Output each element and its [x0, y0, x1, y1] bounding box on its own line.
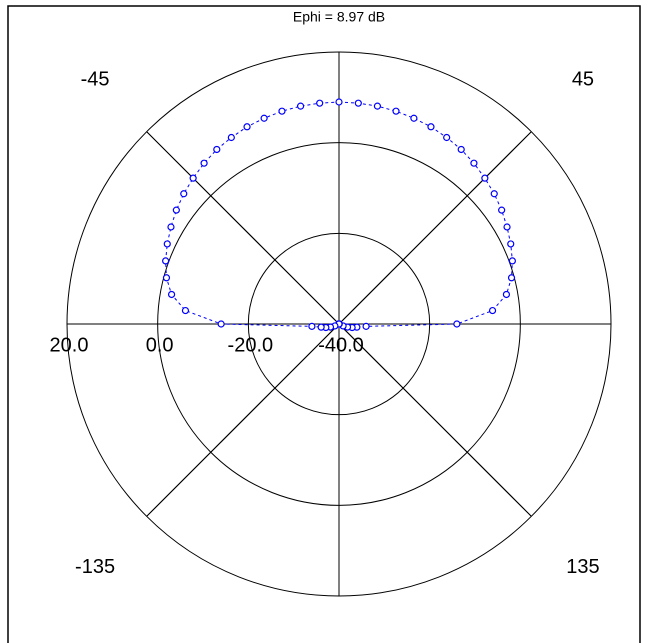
data-point [200, 159, 208, 167]
theta-tick-label: 45 [572, 68, 594, 90]
r-tick-label: 20.0 [50, 334, 89, 356]
data-point [503, 223, 511, 231]
grid-ring [157, 142, 521, 506]
data-point [162, 274, 171, 282]
grid-ring [66, 51, 612, 597]
data-point [167, 223, 175, 231]
r-tick-label: -40.0 [318, 334, 364, 356]
data-point [163, 240, 171, 248]
data-point [316, 99, 324, 107]
data-point [162, 257, 170, 265]
data-point [373, 102, 382, 110]
data-point [213, 145, 221, 154]
data-point [362, 322, 370, 330]
data-point [243, 123, 251, 131]
theta-tick-label: -135 [75, 556, 115, 578]
data-point [167, 290, 176, 299]
theta-tick-label: -45 [81, 68, 110, 90]
data-point [453, 320, 461, 328]
data-point [189, 174, 197, 182]
data-point [443, 133, 451, 142]
data-point [498, 206, 506, 214]
data-point [180, 190, 188, 198]
data-point [172, 206, 180, 214]
data-point [488, 306, 497, 315]
data-point [507, 274, 516, 282]
theta-tick-label: 135 [566, 556, 599, 578]
data-point [181, 306, 190, 315]
data-point [217, 320, 225, 328]
data-point [508, 257, 516, 265]
data-point [427, 123, 435, 131]
data-point [457, 145, 465, 154]
data-point [490, 190, 498, 198]
data-point [227, 133, 235, 142]
data-point [335, 98, 343, 106]
data-point [481, 174, 489, 182]
data-point [470, 159, 478, 167]
chart-title: Ephi = 8.97 dB [293, 9, 385, 25]
data-point [296, 102, 305, 110]
data-point [354, 99, 362, 107]
data-point [278, 107, 286, 115]
r-tick-label: 0.0 [146, 334, 174, 356]
data-point [507, 240, 515, 248]
data-point [502, 290, 511, 299]
data-point [260, 114, 268, 122]
grid-ring [247, 232, 431, 416]
data-point [308, 322, 316, 330]
r-tick-label: -20.0 [228, 334, 274, 356]
data-point [392, 107, 400, 115]
data-point [410, 114, 418, 122]
data-point [317, 323, 325, 331]
